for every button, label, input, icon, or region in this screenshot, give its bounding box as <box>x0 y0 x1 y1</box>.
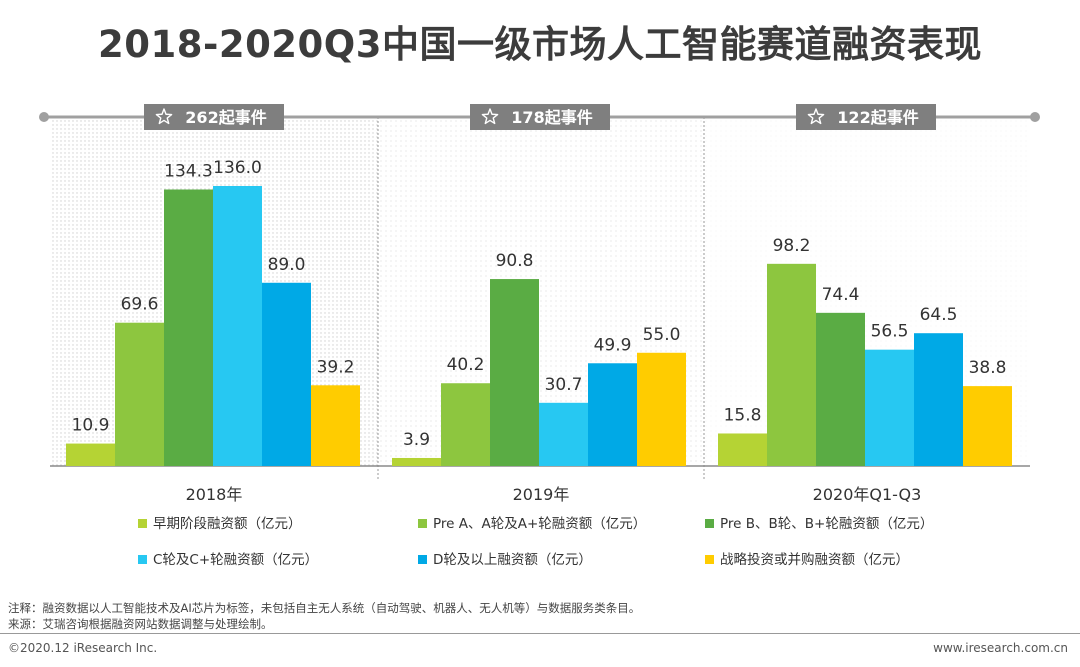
bar-value-label: 98.2 <box>773 236 811 256</box>
bar-chart: 10.9 3.9 15.8 69.6 40.2 98.2 134.3 90.8 74.4 136.… <box>39 104 1040 504</box>
bar <box>311 385 360 466</box>
legend-label: 早期阶段融资额（亿元） <box>153 516 302 532</box>
category-label: 2020年Q1-Q3 <box>813 485 922 504</box>
copyright: ©2020.12 iResearch Inc. <box>8 641 158 655</box>
bar-value-label: 90.8 <box>496 251 534 271</box>
legend-swatch <box>138 519 147 528</box>
bar-value-label: 55.0 <box>643 325 681 345</box>
legend-item: Pre A、A轮及A+轮融资额（亿元） <box>418 512 646 532</box>
bar-value-label: 10.9 <box>72 416 110 436</box>
bar <box>164 189 213 466</box>
legend-item: 战略投资或并购融资额（亿元） <box>705 548 909 568</box>
bar <box>914 333 963 466</box>
bar <box>637 352 686 466</box>
bar <box>262 282 311 466</box>
event-badge <box>796 104 936 130</box>
bar <box>865 349 914 466</box>
bar-value-label: 89.0 <box>268 255 306 275</box>
bar-value-label: 49.9 <box>594 335 632 355</box>
event-badge-label: 262起事件 <box>185 108 266 127</box>
bar-value-label: 136.0 <box>213 158 262 178</box>
footer-divider <box>0 633 1080 634</box>
bar <box>588 363 637 466</box>
footnote: 注释：融资数据以人工智能技术及AI芯片为标签，未包括自主无人系统（自动驾驶、机器… <box>8 601 641 615</box>
legend-label: Pre A、A轮及A+轮融资额（亿元） <box>433 516 647 532</box>
rule-end-dot <box>39 112 49 122</box>
website-url: www.iresearch.com.cn <box>933 641 1068 655</box>
bar <box>115 322 164 466</box>
bar <box>490 279 539 466</box>
legend-label: D轮及以上融资额（亿元） <box>433 552 592 568</box>
legend-item: 早期阶段融资额（亿元） <box>138 512 302 532</box>
legend-swatch <box>418 519 427 528</box>
legend-label: 战略投资或并购融资额（亿元） <box>720 552 909 568</box>
legend-label: C轮及C+轮融资额（亿元） <box>153 552 319 568</box>
bar <box>392 457 441 466</box>
legend-swatch <box>138 555 147 564</box>
bar-value-label: 39.2 <box>317 357 355 377</box>
legend-item: Pre B、B轮、B+轮融资额（亿元） <box>705 512 933 532</box>
bar-value-label: 64.5 <box>920 305 958 325</box>
bar <box>767 263 816 466</box>
bar <box>816 312 865 466</box>
rule-end-dot <box>1030 112 1040 122</box>
legend-swatch <box>705 519 714 528</box>
bar-value-label: 15.8 <box>724 405 762 425</box>
bar-value-label: 69.6 <box>121 295 159 315</box>
legend-label: Pre B、B轮、B+轮融资额（亿元） <box>720 516 934 532</box>
legend-swatch <box>705 555 714 564</box>
legend-item: D轮及以上融资额（亿元） <box>418 548 592 568</box>
bar <box>963 386 1012 466</box>
category-label: 2019年 <box>513 485 570 504</box>
bar-value-label: 40.2 <box>447 355 485 375</box>
bar-value-label: 74.4 <box>822 285 860 305</box>
event-badge-label: 178起事件 <box>511 108 592 127</box>
category-label: 2018年 <box>186 485 243 504</box>
bar-value-label: 30.7 <box>545 375 583 395</box>
bar <box>213 186 262 466</box>
bar-value-label: 3.9 <box>403 430 430 450</box>
legend-item: C轮及C+轮融资额（亿元） <box>138 548 318 568</box>
bar-value-label: 38.8 <box>969 358 1007 378</box>
event-badge <box>144 104 284 130</box>
bar <box>66 443 115 466</box>
bar-value-label: 134.3 <box>164 162 213 182</box>
chart-title: 2018-2020Q3中国一级市场人工智能赛道融资表现 <box>97 23 982 66</box>
star-icon <box>155 108 173 125</box>
star-icon <box>807 108 825 125</box>
bar <box>539 402 588 466</box>
star-icon <box>481 108 499 125</box>
bar-value-label: 56.5 <box>871 322 909 342</box>
source-note: 来源：艾瑞咨询根据融资网站数据调整与处理绘制。 <box>8 617 273 631</box>
bar <box>718 433 767 466</box>
bar <box>441 383 490 466</box>
event-badge <box>470 104 610 130</box>
event-badge-label: 122起事件 <box>837 108 918 127</box>
legend-swatch <box>418 555 427 564</box>
